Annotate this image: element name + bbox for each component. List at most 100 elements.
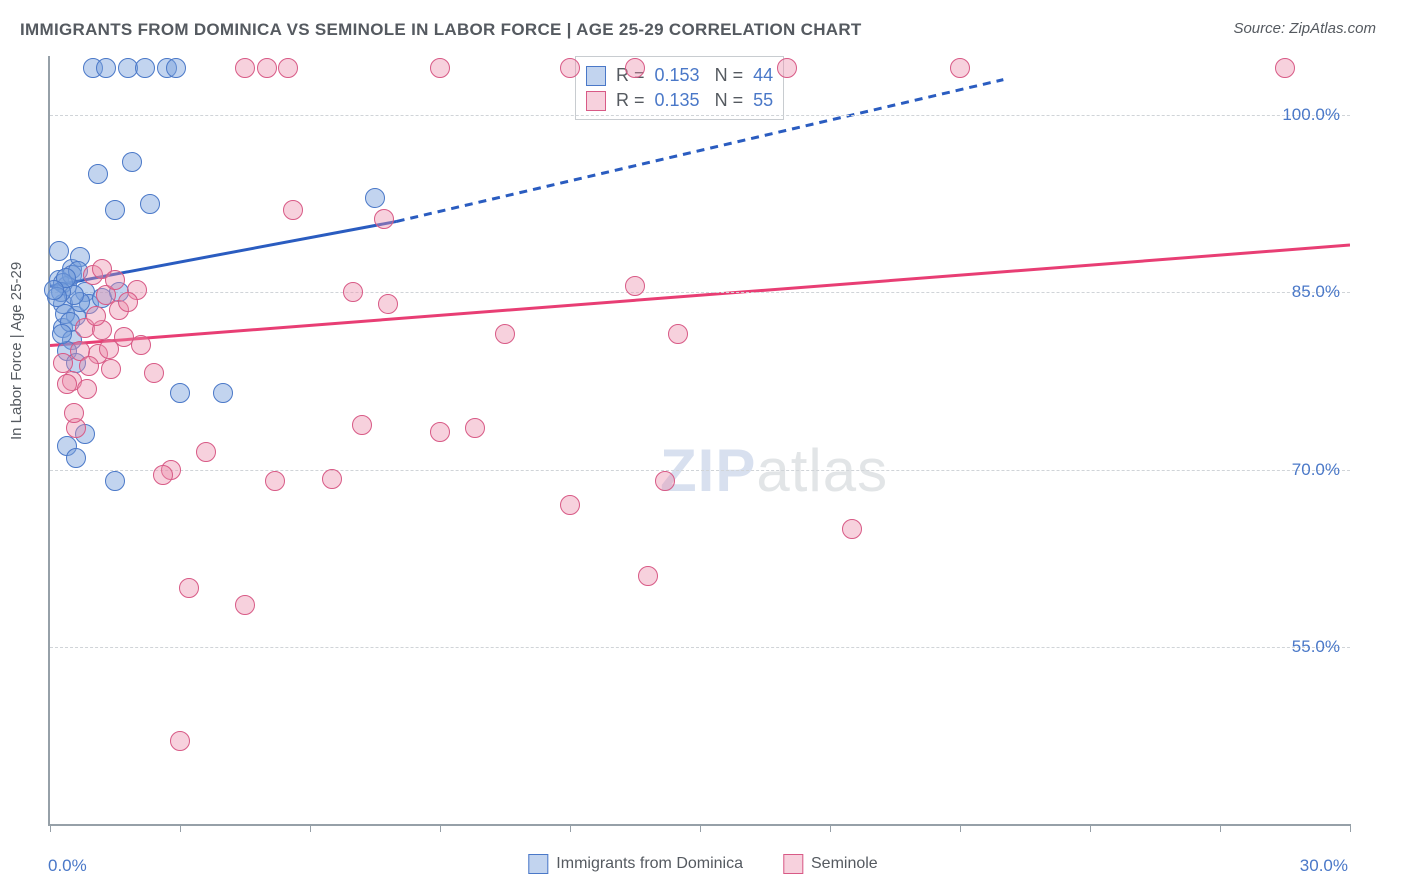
- x-axis-min-label: 0.0%: [48, 856, 87, 876]
- data-point: [77, 379, 97, 399]
- data-point: [66, 448, 86, 468]
- y-tick-label: 55.0%: [1292, 637, 1340, 657]
- data-point: [950, 58, 970, 78]
- gridline: [50, 292, 1350, 293]
- data-point: [365, 188, 385, 208]
- data-point: [560, 495, 580, 515]
- data-point: [105, 200, 125, 220]
- y-axis-label: In Labor Force | Age 25-29: [8, 262, 25, 440]
- y-tick-label: 85.0%: [1292, 282, 1340, 302]
- data-point: [465, 418, 485, 438]
- data-point: [638, 566, 658, 586]
- x-tick: [700, 824, 701, 832]
- x-axis-max-label: 30.0%: [1300, 856, 1348, 876]
- n-value: 55: [753, 90, 773, 111]
- swatch-icon: [586, 91, 606, 111]
- plot-area: ZIPatlas R = 0.153 N = 44 R = 0.135 N = …: [48, 56, 1350, 826]
- y-tick-label: 100.0%: [1282, 105, 1340, 125]
- data-point: [96, 58, 116, 78]
- gridline: [50, 115, 1350, 116]
- gridline: [50, 470, 1350, 471]
- stats-row: R = 0.153 N = 44: [586, 63, 773, 88]
- data-point: [374, 209, 394, 229]
- data-point: [265, 471, 285, 491]
- data-point: [101, 359, 121, 379]
- stats-row: R = 0.135 N = 55: [586, 88, 773, 113]
- x-tick: [1350, 824, 1351, 832]
- x-tick: [830, 824, 831, 832]
- n-value: 44: [753, 65, 773, 86]
- swatch-icon: [528, 854, 548, 874]
- data-point: [44, 280, 64, 300]
- data-point: [153, 465, 173, 485]
- data-point: [1275, 58, 1295, 78]
- data-point: [131, 335, 151, 355]
- data-point: [49, 241, 69, 261]
- data-point: [52, 324, 72, 344]
- legend-label: Immigrants from Dominica: [556, 855, 743, 873]
- data-point: [343, 282, 363, 302]
- data-point: [655, 471, 675, 491]
- data-point: [118, 292, 138, 312]
- trend-lines: [50, 56, 1350, 824]
- bottom-legend: Immigrants from Dominica Seminole: [528, 854, 877, 874]
- chart-container: IMMIGRANTS FROM DOMINICA VS SEMINOLE IN …: [0, 0, 1406, 892]
- data-point: [352, 415, 372, 435]
- legend-item: Immigrants from Dominica: [528, 854, 743, 874]
- data-point: [53, 353, 73, 373]
- swatch-icon: [586, 66, 606, 86]
- r-value: 0.135: [655, 90, 700, 111]
- data-point: [140, 194, 160, 214]
- data-point: [86, 306, 106, 326]
- stats-legend-box: R = 0.153 N = 44 R = 0.135 N = 55: [575, 56, 784, 120]
- data-point: [430, 422, 450, 442]
- x-tick: [440, 824, 441, 832]
- data-point: [430, 58, 450, 78]
- data-point: [105, 471, 125, 491]
- data-point: [322, 469, 342, 489]
- data-point: [283, 200, 303, 220]
- data-point: [196, 442, 216, 462]
- x-tick: [1220, 824, 1221, 832]
- x-tick: [50, 824, 51, 832]
- data-point: [560, 58, 580, 78]
- data-point: [57, 374, 77, 394]
- data-point: [378, 294, 398, 314]
- y-tick-label: 70.0%: [1292, 460, 1340, 480]
- data-point: [122, 152, 142, 172]
- data-point: [144, 363, 164, 383]
- data-point: [170, 383, 190, 403]
- data-point: [170, 731, 190, 751]
- data-point: [99, 339, 119, 359]
- data-point: [625, 276, 645, 296]
- data-point: [88, 164, 108, 184]
- data-point: [235, 58, 255, 78]
- gridline: [50, 647, 1350, 648]
- data-point: [79, 356, 99, 376]
- x-tick: [570, 824, 571, 832]
- r-value: 0.153: [655, 65, 700, 86]
- data-point: [495, 324, 515, 344]
- data-point: [257, 58, 277, 78]
- data-point: [135, 58, 155, 78]
- chart-title: IMMIGRANTS FROM DOMINICA VS SEMINOLE IN …: [20, 20, 862, 40]
- data-point: [213, 383, 233, 403]
- x-tick: [310, 824, 311, 832]
- data-point: [777, 58, 797, 78]
- data-point: [105, 270, 125, 290]
- data-point: [668, 324, 688, 344]
- x-tick: [180, 824, 181, 832]
- swatch-icon: [783, 854, 803, 874]
- legend-label: Seminole: [811, 855, 878, 873]
- data-point: [625, 58, 645, 78]
- x-tick: [960, 824, 961, 832]
- data-point: [179, 578, 199, 598]
- x-tick: [1090, 824, 1091, 832]
- source-label: Source: ZipAtlas.com: [1233, 20, 1376, 37]
- data-point: [64, 403, 84, 423]
- data-point: [842, 519, 862, 539]
- data-point: [278, 58, 298, 78]
- data-point: [235, 595, 255, 615]
- data-point: [166, 58, 186, 78]
- legend-item: Seminole: [783, 854, 878, 874]
